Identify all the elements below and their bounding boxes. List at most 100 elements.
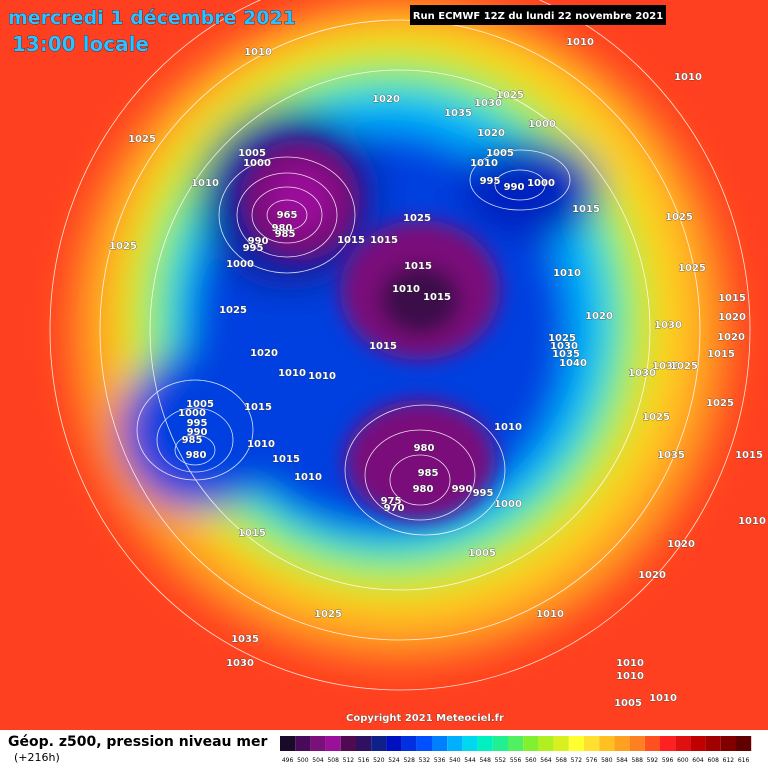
isobar-label: 1025 xyxy=(314,609,342,620)
isobar-label: 1005 xyxy=(238,148,266,159)
scale-swatch xyxy=(523,736,539,751)
isobar-label: 1040 xyxy=(559,358,587,369)
isobar-label: 1020 xyxy=(717,332,745,343)
scale-swatch xyxy=(462,736,478,751)
scale-label: 596 xyxy=(662,757,674,764)
local-time: 13:00 locale xyxy=(12,32,149,56)
isobar-label: 1005 xyxy=(486,148,514,159)
scale-label: 544 xyxy=(464,757,476,764)
scale-swatch xyxy=(356,736,372,751)
isobar-label: 1005 xyxy=(614,698,642,709)
isobar-label: 980 xyxy=(186,450,207,461)
isobar-label: 990 xyxy=(248,236,269,247)
isobar-label: 1025 xyxy=(403,213,431,224)
scale-swatch xyxy=(584,736,600,751)
isobar-label: 1025 xyxy=(496,90,524,101)
scale-swatch xyxy=(477,736,493,751)
scale-swatch xyxy=(340,736,356,751)
scale-label: 572 xyxy=(571,757,583,764)
isobar-label: 985 xyxy=(275,229,296,240)
run-info: Run ECMWF 12Z du lundi 22 novembre 2021 xyxy=(413,11,663,22)
isobar-label: 1015 xyxy=(369,341,397,352)
isobar-label: 1035 xyxy=(444,108,472,119)
run-box xyxy=(410,5,666,25)
isobar-label: 980 xyxy=(413,484,434,495)
scale-swatch xyxy=(310,736,326,751)
isobar-label: 1015 xyxy=(244,402,272,413)
isobar-label: 1025 xyxy=(670,361,698,372)
scale-label: 532 xyxy=(419,757,431,764)
scale-label: 508 xyxy=(327,757,339,764)
isobar-label: 1030 xyxy=(226,658,254,669)
scale-label: 524 xyxy=(388,757,400,764)
isobar-label: 1020 xyxy=(250,348,278,359)
isobar-label: 1015 xyxy=(337,235,365,246)
scale-label: 504 xyxy=(312,757,324,764)
isobar-label: 1010 xyxy=(294,472,322,483)
scale-swatch xyxy=(295,736,311,751)
isobar-label: 1000 xyxy=(226,259,254,270)
isobar-label: 1030 xyxy=(474,98,502,109)
scale-label: 548 xyxy=(479,757,491,764)
isobar-label: 990 xyxy=(504,182,525,193)
isobar-label: 990 xyxy=(187,427,208,438)
isobar-label: 995 xyxy=(473,488,494,499)
isobar-label: 1025 xyxy=(678,263,706,274)
scale-label: 600 xyxy=(677,757,689,764)
scale-swatch xyxy=(705,736,721,751)
isobar-label: 1015 xyxy=(423,292,451,303)
isobar-label: 1005 xyxy=(186,399,214,410)
isobar-label: 965 xyxy=(277,210,298,221)
isobar-label: 1000 xyxy=(527,178,555,189)
isobar-label: 1020 xyxy=(372,94,400,105)
scale-swatch xyxy=(401,736,417,751)
isobar-label: 1015 xyxy=(707,349,735,360)
isobar-label: 1025 xyxy=(706,398,734,409)
isobar-label: 1010 xyxy=(470,158,498,169)
scale-label: 592 xyxy=(647,757,659,764)
isobar-label: 990 xyxy=(452,484,473,495)
copyright: Copyright 2021 Meteociel.fr xyxy=(346,713,504,724)
isobar-label: 1020 xyxy=(667,539,695,550)
isobar-label: 1030 xyxy=(654,320,682,331)
isobar-label: 1025 xyxy=(642,412,670,423)
scale-label: 584 xyxy=(616,757,628,764)
isobar-label: 995 xyxy=(480,176,501,187)
scale-label: 556 xyxy=(510,757,522,764)
scale-label: 616 xyxy=(738,757,750,764)
caption: Géop. z500, pression niveau mer xyxy=(8,734,267,750)
scale-swatch xyxy=(599,736,615,751)
date-title: mercredi 1 décembre 2021 xyxy=(8,7,296,29)
scale-swatch xyxy=(386,736,402,751)
isobar-label: 1010 xyxy=(649,693,677,704)
scale-label: 552 xyxy=(495,757,507,764)
scale-label: 496 xyxy=(282,757,294,764)
isobar-label: 980 xyxy=(414,443,435,454)
scale-label: 580 xyxy=(601,757,613,764)
isobar-label: 1025 xyxy=(665,212,693,223)
isobar-label: 1000 xyxy=(243,158,271,169)
scale-swatch xyxy=(644,736,660,751)
scale-label: 568 xyxy=(555,757,567,764)
scale-swatch xyxy=(690,736,706,751)
isobar-label: 1020 xyxy=(585,311,613,322)
isobar-label: 1010 xyxy=(191,178,219,189)
color-scale: 496 500 504 508 512 516 520 524 528 532 536 540 544 5… xyxy=(280,736,752,764)
scale-label: 564 xyxy=(540,757,552,764)
scale-label: 516 xyxy=(358,757,370,764)
scale-label: 576 xyxy=(586,757,598,764)
isobar-label: 1000 xyxy=(494,499,522,510)
isobar-label: 1030 xyxy=(652,361,680,372)
isobar-label: 1015 xyxy=(572,204,600,215)
isobar-label: 985 xyxy=(418,468,439,479)
isobar-label: 1030 xyxy=(550,341,578,352)
isobar-label: 1035 xyxy=(657,450,685,461)
scale-swatch xyxy=(736,736,752,751)
isobar-label: 1010 xyxy=(566,37,594,48)
isobar-label: 1020 xyxy=(638,570,666,581)
isobar-label: 1010 xyxy=(244,47,272,58)
isobar-label: 985 xyxy=(182,435,203,446)
isobar-label: 1010 xyxy=(247,439,275,450)
scale-swatch xyxy=(280,736,296,751)
